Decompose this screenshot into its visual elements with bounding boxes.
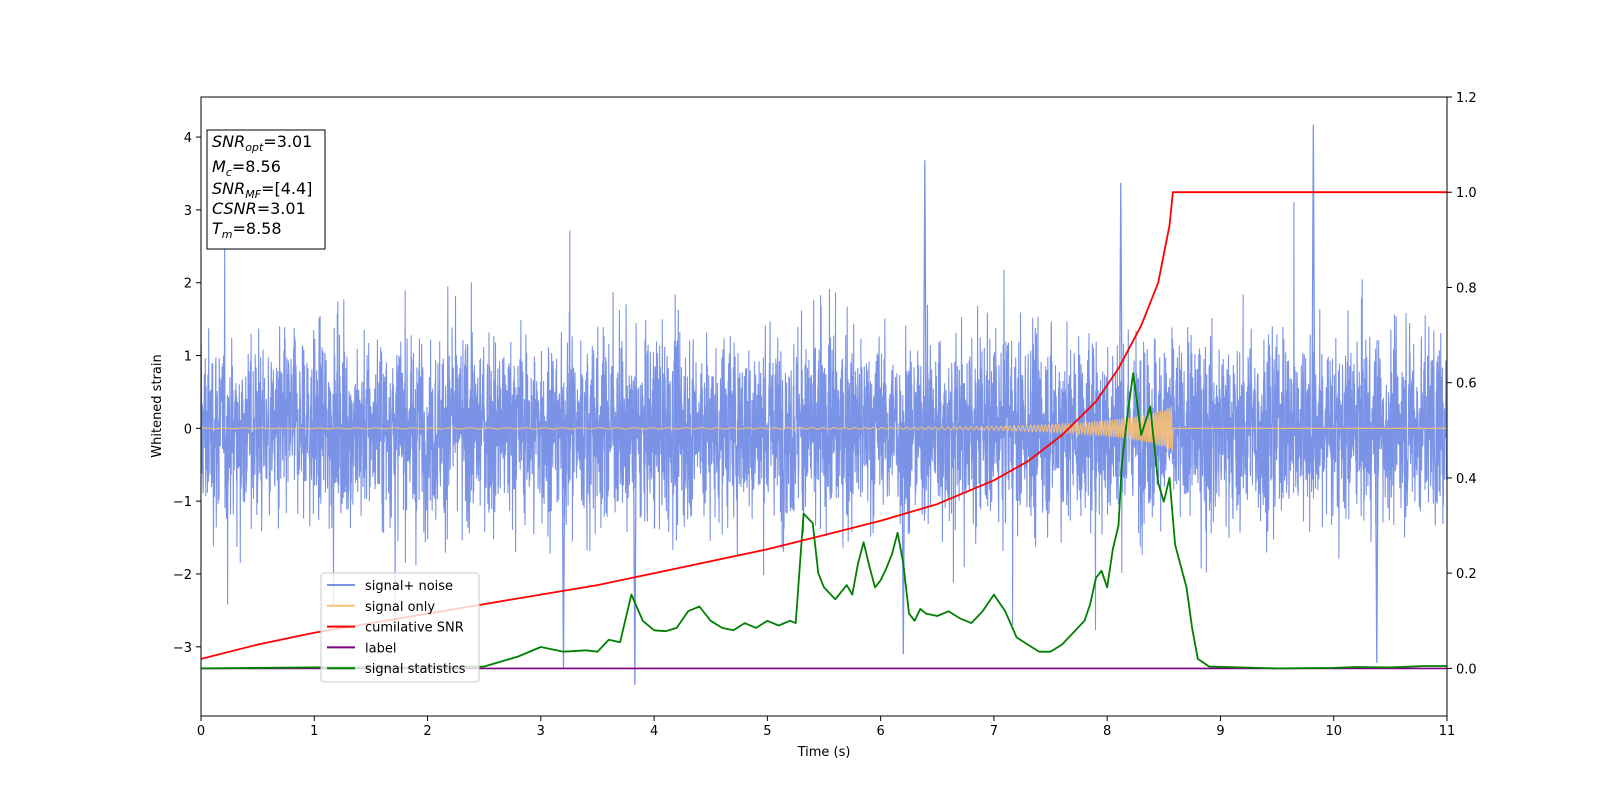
y-axis-right: 0.0 0.2 0.4 0.6 0.8 1.0 1.2 (1447, 91, 1477, 677)
series-signal-noise (201, 202, 1447, 631)
noise-spike (1311, 124, 1316, 429)
y-left-tick-label: 3 (184, 204, 192, 219)
x-tick-label: 8 (1103, 724, 1111, 739)
legend-label: signal+ noise (365, 579, 453, 594)
legend: signal+ noise signal only cumilative SNR la… (320, 572, 480, 683)
legend-label: signal statistics (365, 662, 466, 677)
y-right-tick-label: 0.6 (1456, 377, 1477, 392)
x-tick-label: 1 (310, 724, 318, 739)
noise-spike (901, 428, 906, 655)
y-left-tick-label: 0 (184, 422, 192, 437)
x-tick-label: 9 (1216, 724, 1224, 739)
noise-spike (922, 160, 927, 429)
series-signal-only (201, 406, 1447, 452)
x-tick-label: 0 (197, 724, 205, 739)
y-left-tick-label: 4 (184, 131, 192, 146)
y-axis-left: −3 −2 −1 0 1 2 3 4 (173, 131, 201, 656)
y-left-tick-label: −2 (173, 568, 192, 583)
y-right-tick-label: 0.0 (1456, 662, 1477, 677)
annotation-frame (206, 129, 326, 250)
y-right-tick-label: 0.4 (1456, 472, 1477, 487)
x-tick-label: 5 (763, 724, 771, 739)
y-right-tick-label: 1.0 (1456, 186, 1477, 201)
x-axis: 0 1 2 3 4 5 6 7 8 9 10 11 (197, 716, 1455, 739)
y-right-tick-label: 1.2 (1456, 91, 1477, 106)
y-left-tick-label: −3 (173, 641, 192, 656)
annotation-line: Tm=8.58 (212, 219, 282, 241)
x-tick-label: 2 (423, 724, 431, 739)
plot-area (201, 124, 1447, 685)
series-signal-statistics (201, 372, 1447, 670)
x-tick-label: 7 (990, 724, 998, 739)
y-axis-label: Whitened strain (150, 354, 165, 457)
noise-spike (1118, 182, 1123, 429)
x-axis-label: Time (s) (797, 745, 851, 760)
annotation-box: SNRopt=3.01 Mc=8.56SNRMF=[4.4]CSNR=3.01Tm… (206, 129, 326, 250)
y-left-tick-label: −1 (173, 495, 192, 510)
y-right-tick-label: 0.8 (1456, 281, 1477, 296)
y-left-tick-label: 1 (184, 350, 192, 365)
annotation-line: CSNR=3.01 (212, 199, 306, 218)
annotation-line: SNRopt=3.01 (212, 132, 312, 154)
legend-label: cumilative SNR (365, 621, 464, 636)
y-left-tick-label: 2 (184, 277, 192, 292)
legend-label: label (365, 641, 396, 656)
y-right-tick-label: 0.2 (1456, 567, 1477, 582)
x-tick-label: 6 (876, 724, 884, 739)
legend-frame (320, 572, 480, 683)
annotation-line: SNRMF=[4.4] (212, 179, 312, 201)
x-tick-label: 11 (1439, 724, 1456, 739)
x-tick-label: 10 (1325, 724, 1342, 739)
annotation-line: Mc=8.56 (212, 157, 281, 179)
legend-label: signal only (365, 600, 435, 615)
axes-frame (200, 96, 1448, 717)
x-tick-label: 4 (650, 724, 658, 739)
x-tick-label: 3 (537, 724, 545, 739)
